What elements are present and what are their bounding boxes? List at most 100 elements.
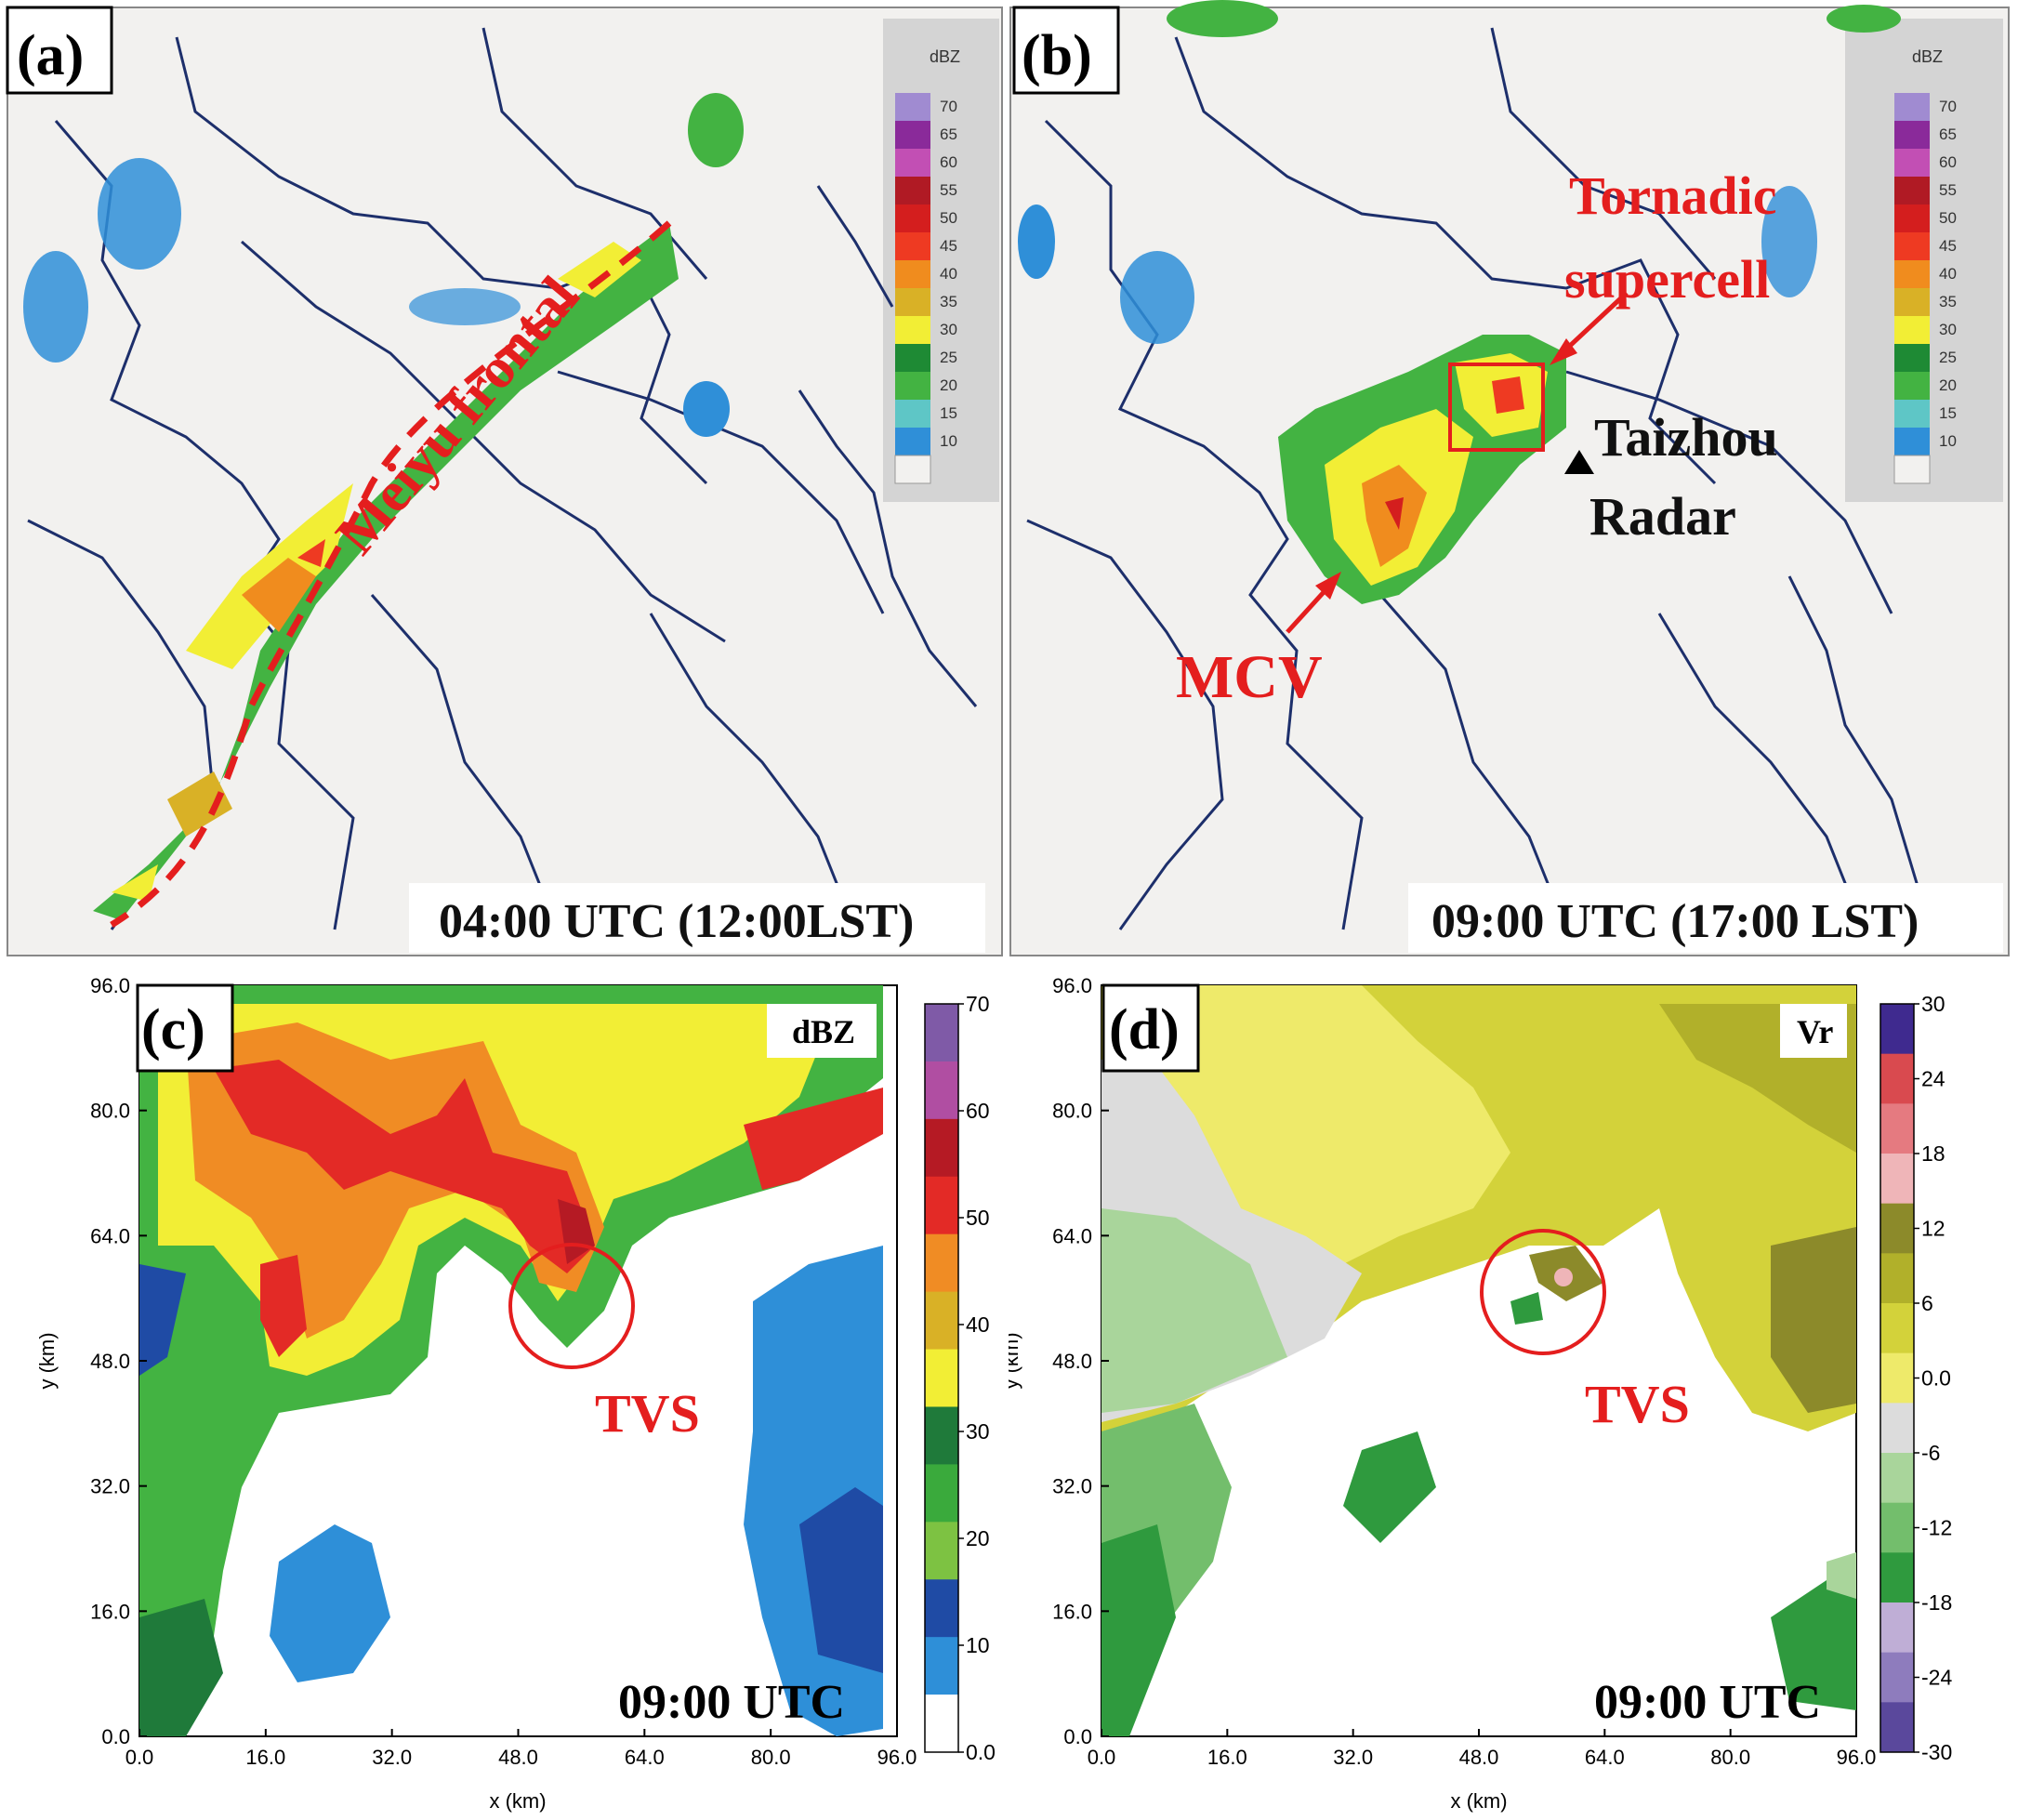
- legend-swatch-70: [895, 93, 930, 121]
- legend-swatch-55: [895, 177, 930, 204]
- legend-swatch-25: [895, 344, 930, 372]
- colorbar-swatch: [1880, 1004, 1914, 1055]
- colorbar-swatch: [925, 1349, 958, 1407]
- colorbar-tick-label: 12: [1921, 1217, 1945, 1241]
- panel-c: TVS dBZ (c) 09:00 UTC 0.0 16.0 32.0 48.0 64.…: [0, 967, 1009, 1820]
- colorbar-swatch: [1880, 1203, 1914, 1254]
- dbz-legend-b: dBZ 70 65 60 55 50 45 40 35 30 25 20 15 10: [1893, 47, 1957, 484]
- x-tick-label: 96.0: [877, 1746, 917, 1769]
- colorbar-swatch: [925, 1522, 958, 1580]
- colorbar-swatch: [1880, 1453, 1914, 1504]
- legend-swatch-65: [895, 121, 930, 149]
- legend-unit-b: dBZ: [1912, 47, 1943, 66]
- colorbar-tick-label: 18: [1921, 1141, 1945, 1166]
- colorbar-tick-label: -12: [1921, 1516, 1952, 1540]
- colorbar-swatch: [1880, 1602, 1914, 1654]
- x-axis-label-d: x (km): [1450, 1789, 1507, 1813]
- legend-level-65: 65: [1939, 125, 1957, 143]
- legend-swatch-35: [1894, 288, 1930, 316]
- panel-label-b: (b): [1022, 24, 1092, 87]
- panel-d-plot: TVS Vr (d) 09:00 UTC 0.0 16.0 32.0 48.0 64.0…: [1009, 974, 1952, 1813]
- legend-swatch-55: [1894, 177, 1930, 204]
- y-tick-label: 16.0: [1052, 1600, 1092, 1623]
- colorbar-swatch: [925, 1291, 958, 1351]
- legend-swatch-70: [1894, 93, 1930, 121]
- legend-level-40: 40: [940, 265, 957, 283]
- y-axis-label-d: y (km): [1009, 1332, 1022, 1389]
- vr-field-d: [1101, 985, 1856, 1736]
- x-tick-label: 80.0: [751, 1746, 791, 1769]
- colorbar-swatch: [1880, 1552, 1914, 1603]
- legend-swatch-30: [1894, 316, 1930, 344]
- annotation-supercell: supercell: [1564, 249, 1770, 310]
- y-tick-label: 64.0: [1052, 1224, 1092, 1247]
- legend-level-30: 30: [940, 321, 957, 338]
- legend-swatch-50: [895, 204, 930, 232]
- time-label-c: 09:00 UTC: [618, 1676, 845, 1729]
- colorbar-swatch: [925, 1579, 958, 1638]
- panel-d: TVS Vr (d) 09:00 UTC 0.0 16.0 32.0 48.0 64.0…: [1009, 967, 2018, 1820]
- legend-swatch-10: [1894, 428, 1930, 455]
- colorbar-tick-label: 70: [966, 992, 990, 1016]
- colorbar-swatch: [925, 1118, 958, 1178]
- x-tick-label: 0.0: [125, 1746, 154, 1769]
- legend-swatch-10: [895, 428, 930, 455]
- annotation-taizhou: Taizhou: [1594, 407, 1778, 468]
- y-tick-label: 96.0: [1052, 974, 1092, 997]
- colorbar-swatch: [1880, 1352, 1914, 1404]
- legend-swatch-50: [1894, 204, 1930, 232]
- tvs-circle-c: [508, 1243, 635, 1369]
- y-tick-label: 0.0: [101, 1725, 130, 1748]
- colorbar-swatch: [925, 1637, 958, 1695]
- colorbar-swatch: [1880, 1652, 1914, 1703]
- colorbar-tick-label: -6: [1921, 1441, 1940, 1465]
- colorbar-tick-label: -30: [1921, 1740, 1952, 1764]
- legend-level-25: 25: [940, 349, 957, 366]
- time-label-a: 04:00 UTC (12:00LST): [439, 895, 914, 948]
- legend-level-35: 35: [1939, 293, 1957, 310]
- y-tick-label: 32.0: [90, 1475, 130, 1498]
- legend-swatch-30: [895, 316, 930, 344]
- panel-a: dBZ 70 65 60 55 50 45 40 35 30 25 20 15 10 Meiyu fro…: [0, 0, 1009, 960]
- colorbar-tick-label: 50: [966, 1206, 990, 1230]
- y-tick-label: 80.0: [1052, 1100, 1092, 1123]
- legend-level-45: 45: [1939, 237, 1957, 255]
- supercell-box: [1448, 363, 1545, 452]
- colorbar-tick-label: -24: [1921, 1666, 1952, 1690]
- y-tick-label: 96.0: [90, 974, 130, 997]
- legend-swatch-15: [895, 400, 930, 428]
- colorbar-swatch: [925, 1233, 958, 1293]
- legend-swatch-65: [1894, 121, 1930, 149]
- x-axis-label-c: x (km): [489, 1789, 546, 1813]
- legend-swatch-60: [1894, 149, 1930, 177]
- legend-level-10: 10: [1939, 432, 1957, 450]
- legend-level-35: 35: [940, 293, 957, 310]
- legend-level-20: 20: [940, 376, 957, 394]
- colorbar-tick-label: 0.0: [966, 1740, 996, 1764]
- x-tick-label: 0.0: [1088, 1746, 1116, 1769]
- colorbar-swatch: [925, 1061, 958, 1120]
- x-tick-label: 48.0: [498, 1746, 538, 1769]
- colorbar-tick-label: 30: [1921, 992, 1945, 1016]
- radar-echoes-b: [1018, 0, 1901, 604]
- annotation-tornadic: Tornadic: [1569, 165, 1776, 226]
- legend-level-30: 30: [1939, 321, 1957, 338]
- panel-b: Tornadic supercell Taizhou Radar MCV dBZ…: [1009, 0, 2018, 960]
- y-tick-label: 64.0: [90, 1224, 130, 1247]
- colorbar-tick-label: 40: [966, 1312, 990, 1337]
- y-tick-label: 0.0: [1063, 1725, 1092, 1748]
- legend-swatch-60: [895, 149, 930, 177]
- x-tick-label: 64.0: [625, 1746, 665, 1769]
- y-tick-label: 80.0: [90, 1100, 130, 1123]
- time-label-d: 09:00 UTC: [1594, 1676, 1821, 1729]
- annotation-tvs-d: TVS: [1585, 1374, 1690, 1434]
- colorbar-swatch: [1880, 1303, 1914, 1354]
- colorbar-swatch: [925, 1004, 958, 1062]
- legend-level-70: 70: [1939, 98, 1957, 115]
- colorbar-swatch: [1880, 1103, 1914, 1154]
- x-tick-label: 16.0: [245, 1746, 285, 1769]
- legend-swatch-45: [1894, 232, 1930, 260]
- annotation-tvs-c: TVS: [595, 1383, 700, 1444]
- legend-level-60: 60: [1939, 153, 1957, 171]
